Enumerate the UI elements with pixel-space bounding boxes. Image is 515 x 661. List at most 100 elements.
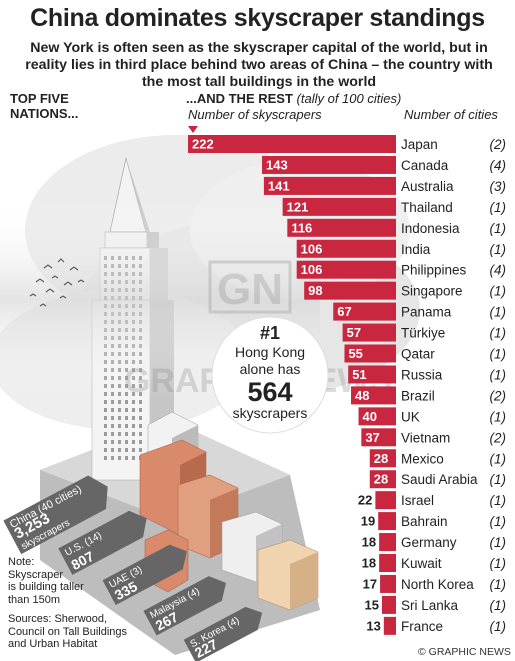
category-label: Panama — [401, 305, 452, 320]
window-icon — [111, 440, 114, 444]
category-label: Kuwait — [401, 556, 442, 571]
top-five-heading-line2: NATIONS... — [10, 106, 79, 121]
page-title: China dominates skyscraper standings — [30, 4, 485, 32]
sources-line3: and Urban Habitat — [8, 638, 98, 650]
city-count-label: (4) — [490, 158, 507, 173]
bar-value-label: 18 — [362, 535, 376, 550]
window-icon — [104, 448, 107, 452]
hong-kong-callout: #1 Hong Kong alone has 564 skyscrapers — [211, 316, 329, 434]
bar — [379, 533, 396, 552]
category-label: Qatar — [401, 347, 435, 362]
note-line3: is building taller — [8, 581, 84, 593]
category-label: Türkiye — [401, 326, 445, 341]
window-icon — [125, 432, 128, 436]
top-five-heading: TOP FIVE NATIONS... — [10, 91, 78, 121]
window-icon — [104, 432, 107, 436]
sources-line1: Sources: Sherwood, — [8, 613, 108, 625]
window-icon — [111, 456, 114, 460]
bar-value-label: 22 — [358, 493, 372, 508]
city-count-label: (4) — [490, 263, 507, 278]
rest-heading: ...AND THE REST (tally of 100 cities) — [186, 91, 401, 106]
bar — [380, 574, 396, 593]
bar-value-label: 222 — [192, 137, 214, 152]
rest-heading-note: (tally of 100 cities) — [296, 91, 402, 106]
window-icon — [132, 416, 135, 420]
bar — [379, 554, 396, 572]
bar-value-label: 19 — [361, 514, 375, 529]
city-count-label: (2) — [490, 137, 507, 152]
city-count-label: (1) — [490, 221, 507, 236]
category-label: Mexico — [401, 451, 444, 466]
bar-value-label: 13 — [366, 618, 380, 633]
note-line1: Note: — [8, 556, 35, 568]
rest-heading-label: ...AND THE REST — [186, 91, 293, 106]
bar-value-label: 121 — [287, 199, 309, 214]
window-icon — [125, 424, 128, 428]
window-icon — [111, 400, 114, 404]
bar-value-label: 55 — [348, 346, 362, 361]
bar-value-label: 18 — [362, 556, 376, 571]
city-count-label: (1) — [490, 577, 507, 592]
window-icon — [125, 440, 128, 444]
window-icon — [104, 416, 107, 420]
bar — [361, 428, 396, 447]
window-icon — [139, 448, 142, 452]
low-rise-buildings — [139, 411, 319, 611]
window-icon — [111, 408, 114, 412]
category-label: Germany — [401, 535, 457, 550]
bar — [282, 197, 396, 216]
bar-value-label: 57 — [347, 325, 361, 340]
window-icon — [111, 448, 114, 452]
note-line2: Skyscraper — [8, 568, 64, 581]
bar — [287, 218, 396, 237]
window-icon — [111, 416, 114, 420]
column-header-skyscrapers: Number of skyscrapers — [188, 107, 322, 122]
city-count-label: (1) — [490, 556, 507, 571]
city-count-label: (1) — [490, 326, 507, 341]
category-label: Saudi Arabia — [401, 472, 478, 487]
bar — [296, 239, 396, 258]
top-five-heading-line1: TOP FIVE — [10, 91, 69, 106]
city-count-label: (1) — [490, 493, 507, 508]
bar-value-label: 28 — [374, 451, 388, 466]
bar-value-label: 67 — [337, 304, 351, 319]
bar-value-label: 106 — [301, 241, 323, 256]
window-icon — [125, 408, 128, 412]
callout-unit: skyscrapers — [233, 405, 308, 421]
city-count-label: (2) — [490, 430, 507, 445]
window-icon — [132, 456, 135, 460]
city-count-label: (1) — [490, 305, 507, 320]
city-count-label: (1) — [490, 367, 507, 382]
window-icon — [104, 424, 107, 428]
city-count-label: (1) — [490, 514, 507, 529]
category-label: UK — [401, 409, 420, 424]
category-label: France — [401, 619, 443, 634]
window-icon — [118, 456, 121, 460]
window-icon — [139, 416, 142, 420]
bar-value-label: 116 — [291, 220, 312, 235]
bar-value-label: 141 — [268, 178, 290, 193]
note-line4: than 150m — [8, 593, 60, 606]
bar — [381, 595, 396, 614]
bar-value-label: 48 — [355, 388, 369, 403]
arrow-shape — [3, 475, 108, 555]
category-label: India — [401, 242, 431, 257]
category-label: Philippines — [401, 263, 467, 278]
window-icon — [118, 448, 121, 452]
bar-value-label: 40 — [363, 409, 377, 424]
bar — [358, 407, 396, 426]
arrow-shape — [102, 544, 187, 606]
window-icon — [139, 432, 142, 436]
window-icon — [132, 448, 135, 452]
window-icon — [132, 432, 135, 436]
window-icon — [139, 408, 142, 412]
bar — [348, 365, 396, 384]
category-label: Australia — [401, 179, 454, 194]
arrow-shape — [58, 510, 147, 575]
city-count-label: (1) — [490, 535, 507, 550]
window-icon — [139, 440, 142, 444]
city-count-label: (1) — [490, 347, 507, 362]
window-icon — [132, 440, 135, 444]
window-icon — [111, 432, 114, 436]
